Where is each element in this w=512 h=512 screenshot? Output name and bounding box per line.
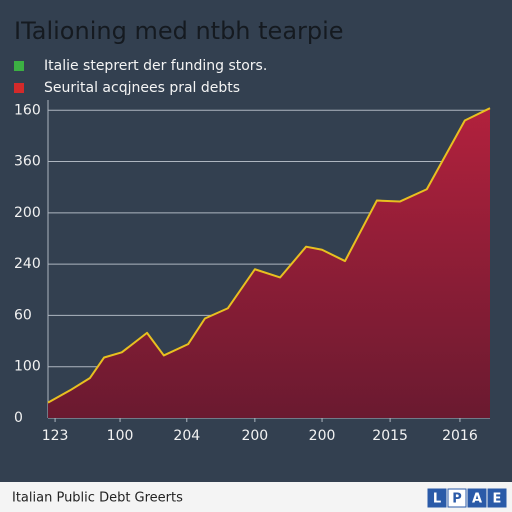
chart-title: ITalioning med ntbh tearpie — [14, 17, 344, 45]
legend-label: Seurital acqjnees pral debts — [44, 80, 240, 96]
y-tick-label: 100 — [14, 359, 41, 375]
logo-box — [467, 488, 487, 508]
logo-box — [427, 488, 447, 508]
x-tick-label: 2015 — [372, 428, 408, 444]
legend-label: Italie steprert der funding stors. — [44, 58, 267, 74]
x-tick-label: 204 — [173, 428, 200, 444]
legend-swatch — [14, 83, 24, 93]
legend: Italie steprert der funding stors. Seurit… — [14, 58, 267, 96]
y-tick-label: 200 — [14, 205, 41, 221]
logo-letter: L — [433, 492, 441, 507]
x-tick-label: 100 — [107, 428, 134, 444]
footer-bar — [0, 482, 512, 512]
x-tick-label: 2016 — [442, 428, 478, 444]
logo-box — [447, 488, 467, 508]
logo-box — [487, 488, 507, 508]
y-tick-label: 160 — [14, 102, 41, 118]
y-tick-label: 360 — [14, 154, 41, 170]
line — [47, 107, 491, 404]
logo-letter: A — [472, 492, 482, 507]
logo-letter: E — [493, 492, 502, 507]
x-tick-label: 200 — [241, 428, 268, 444]
y-tick-label: 0 — [14, 410, 23, 426]
area — [48, 108, 490, 418]
x-tick-label: 200 — [309, 428, 336, 444]
plot-area: 0 100 60 240 200 360 160 123 100 204 200 200 2015 201… — [14, 100, 491, 444]
legend-swatch — [14, 61, 24, 71]
y-tick-label: 240 — [14, 256, 41, 272]
footer-text: Italian Public Debt Greerts — [12, 491, 183, 506]
x-tick-label: 123 — [42, 428, 69, 444]
y-tick-label: 60 — [14, 307, 32, 323]
logo-letter: P — [452, 492, 462, 507]
